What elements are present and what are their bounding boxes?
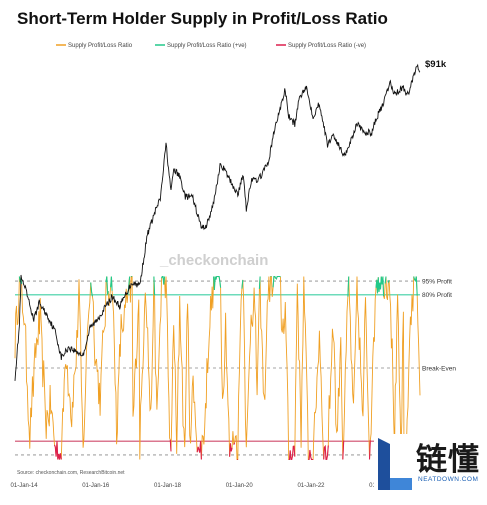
brand-watermark: 链懂 NEATDOWN.COM xyxy=(374,434,487,494)
watermark: _checkonchain xyxy=(159,252,268,269)
x-tick-label: 01-Jan-14 xyxy=(11,483,39,489)
ratio-negative-line xyxy=(53,439,407,461)
price-series xyxy=(14,63,421,381)
reference-label: 80% Profit xyxy=(422,292,452,299)
x-axis-ticks: 01-Jan-14 01-Jan-16 01-Jan-18 01-Jan-20 01-J… xyxy=(11,483,397,489)
legend-label-positive: Supply Profit/Loss Ratio (+ve) xyxy=(167,43,247,49)
brand-logo-icon xyxy=(378,438,412,490)
price-line xyxy=(14,63,421,381)
reference-label: Break-Even xyxy=(422,365,456,372)
brand-name: 链懂 xyxy=(416,442,480,478)
source-note: Source: checkonchain.com, ResearchBitcoi… xyxy=(17,470,125,476)
legend: Supply Profit/Loss Ratio Supply Profit/L… xyxy=(56,43,366,49)
brand-url: NEATDOWN.COM xyxy=(418,476,479,483)
x-tick-label: 01-Jan-22 xyxy=(297,483,325,489)
x-tick-label: 01-Jan-20 xyxy=(226,483,254,489)
legend-label-ratio: Supply Profit/Loss Ratio xyxy=(68,43,133,49)
x-tick-label: 01-Jan-16 xyxy=(82,483,110,489)
reference-label: 95% Profit xyxy=(422,278,452,285)
last-price-label: $91k xyxy=(425,59,447,70)
chart-title: Short-Term Holder Supply in Profit/Loss … xyxy=(17,9,388,28)
legend-label-negative: Supply Profit/Loss Ratio (-ve) xyxy=(288,43,366,49)
x-tick-label: 01-Jan-18 xyxy=(154,483,182,489)
reference-lines xyxy=(15,280,420,456)
